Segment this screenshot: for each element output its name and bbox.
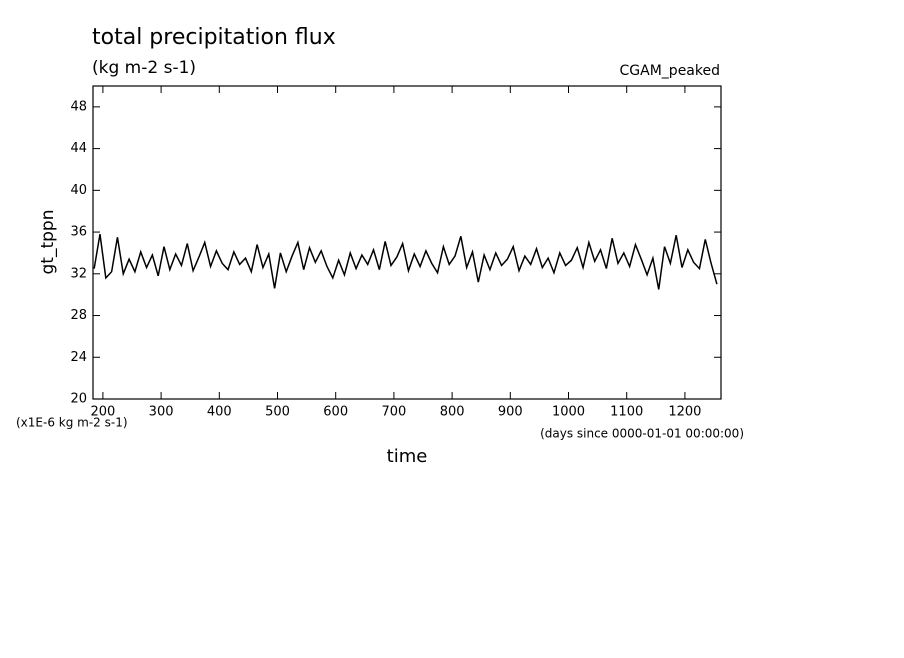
annotation: CGAM_peaked <box>620 63 720 79</box>
x-tick-label: 1100 <box>610 405 643 420</box>
chart-title: total precipitation flux <box>92 25 336 50</box>
x-tick-label: 900 <box>498 405 523 420</box>
x-tick-label: 1200 <box>668 405 701 420</box>
x-tick-label: 1000 <box>552 405 585 420</box>
y-tick-label: 48 <box>70 99 87 114</box>
x-tick-label: 500 <box>265 405 290 420</box>
x-unit: (days since 0000-01-01 00:00:00) <box>540 427 744 441</box>
y-tick-label: 24 <box>70 350 87 365</box>
x-tick-label: 300 <box>149 405 174 420</box>
data-line <box>93 234 718 290</box>
y-tick-label: 44 <box>70 141 87 156</box>
y-axis-label: gt_tppn <box>38 210 58 275</box>
y-unit: (x1E-6 kg m-2 s-1) <box>16 416 128 430</box>
x-tick-label: 800 <box>440 405 465 420</box>
y-tick-label: 40 <box>70 183 87 198</box>
chart-subtitle: (kg m-2 s-1) <box>92 58 196 78</box>
y-tick-label: 36 <box>70 225 87 240</box>
x-tick-label: 600 <box>323 405 348 420</box>
y-tick-label: 20 <box>70 392 87 407</box>
plot-frame <box>92 85 722 400</box>
x-tick-label: 700 <box>381 405 406 420</box>
x-tick-label: 400 <box>207 405 232 420</box>
x-tick-label: 200 <box>90 405 115 420</box>
y-tick-label: 28 <box>70 308 87 323</box>
y-tick-label: 32 <box>70 266 87 281</box>
x-axis-label: time <box>387 446 428 467</box>
